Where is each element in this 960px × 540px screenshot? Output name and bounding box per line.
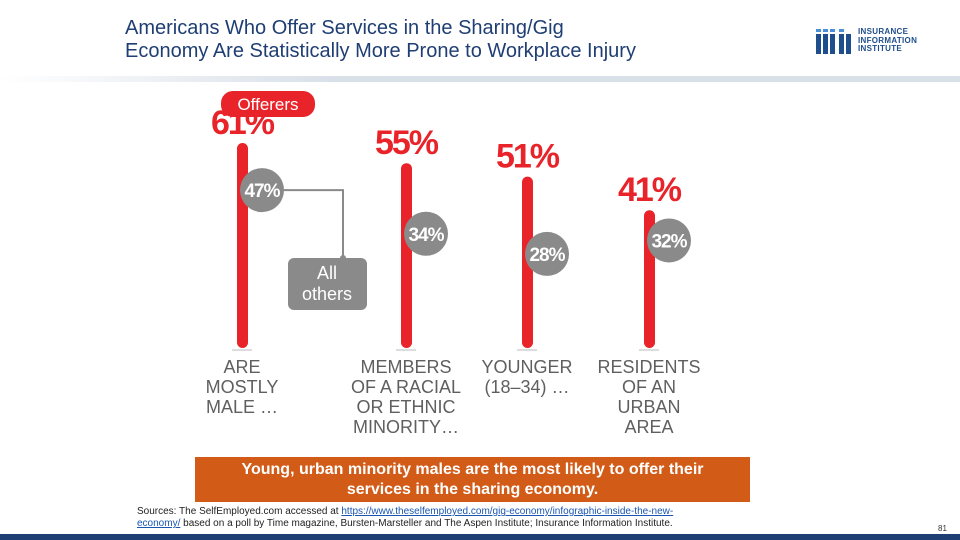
title-line-1: Americans Who Offer Services in the Shar… bbox=[125, 17, 564, 39]
category-label-line: RESIDENTS bbox=[597, 357, 700, 377]
others-circle bbox=[647, 218, 691, 263]
header-divider bbox=[0, 76, 960, 82]
category-label-line: URBAN bbox=[617, 397, 680, 417]
legend-others-box bbox=[288, 258, 367, 310]
sources-suffix: based on a poll by Time magazine, Burste… bbox=[180, 518, 673, 529]
others-circle bbox=[525, 231, 569, 276]
others-value-label: 34% bbox=[408, 225, 444, 246]
logo-line-1: INSURANCE bbox=[858, 27, 909, 36]
slide-title: Americans Who Offer Services in the Shar… bbox=[125, 17, 785, 63]
callout-line-2: services in the sharing economy. bbox=[346, 481, 599, 498]
category-label-line: MALE … bbox=[206, 397, 278, 417]
category-label-line: MEMBERS bbox=[360, 357, 451, 377]
category-label-line: AREA bbox=[624, 417, 673, 437]
category-label-line: OF AN bbox=[622, 377, 676, 397]
legend-offerers-label: Offerers bbox=[237, 95, 298, 114]
slide-number: 81 bbox=[938, 524, 947, 533]
title-line-2: Economy Are Statistically More Prone to … bbox=[125, 40, 636, 62]
iii-logo-mark-icon bbox=[816, 29, 851, 54]
logo-wordmark: INSURANCE INFORMATION INSTITUTE bbox=[858, 27, 918, 54]
category-label-line: MOSTLY bbox=[206, 377, 279, 397]
others-value-label: 32% bbox=[651, 231, 687, 252]
logo-line-2: INFORMATION bbox=[858, 35, 918, 45]
key-takeaway-callout: Young, urban minority males are the most… bbox=[195, 457, 750, 502]
logo-line-3: INSTITUTE bbox=[858, 44, 903, 53]
others-value-label: 28% bbox=[529, 245, 565, 266]
offerers-bar bbox=[237, 143, 248, 348]
sources-note: Sources: The SelfEmployed.com accessed a… bbox=[137, 506, 797, 530]
callout-line-1: Young, urban minority males are the most… bbox=[241, 461, 704, 478]
offerers-value-label: 55% bbox=[375, 124, 439, 162]
category-label-line: ARE bbox=[223, 357, 260, 377]
category-label-line: (18–34) … bbox=[484, 377, 569, 397]
category-label-line: OR ETHNIC bbox=[357, 397, 456, 417]
legend-others-connector bbox=[284, 189, 344, 258]
offerers-bar bbox=[401, 163, 412, 348]
others-circle bbox=[240, 168, 284, 213]
category-label-line: OF A RACIAL bbox=[351, 377, 461, 397]
category-label-line: MINORITY… bbox=[353, 417, 459, 437]
iii-logo: INSURANCE INFORMATION INSTITUTE bbox=[814, 26, 949, 60]
bottom-divider bbox=[0, 534, 960, 540]
others-circle bbox=[404, 211, 448, 256]
sources-link-line-2: economy/ bbox=[137, 518, 181, 529]
offerers-value-label: 51% bbox=[496, 138, 560, 176]
sources-link-line-1: https://www.theselfemployed.com/gig-econ… bbox=[341, 506, 674, 517]
sources-link[interactable]: https://www.theselfemployed.com/gig-econ… bbox=[137, 506, 673, 529]
legend-offerers-pill bbox=[221, 91, 315, 117]
offerers-value-label: 61% bbox=[211, 104, 275, 142]
legend-others-label: All bbox=[317, 263, 337, 283]
others-value-label: 47% bbox=[244, 181, 280, 202]
offerers-value-label: 41% bbox=[618, 171, 682, 209]
category-label-line: YOUNGER bbox=[481, 357, 572, 377]
sources-prefix: Sources: The SelfEmployed.com accessed a… bbox=[137, 506, 342, 517]
legend-others-label: others bbox=[302, 284, 352, 304]
